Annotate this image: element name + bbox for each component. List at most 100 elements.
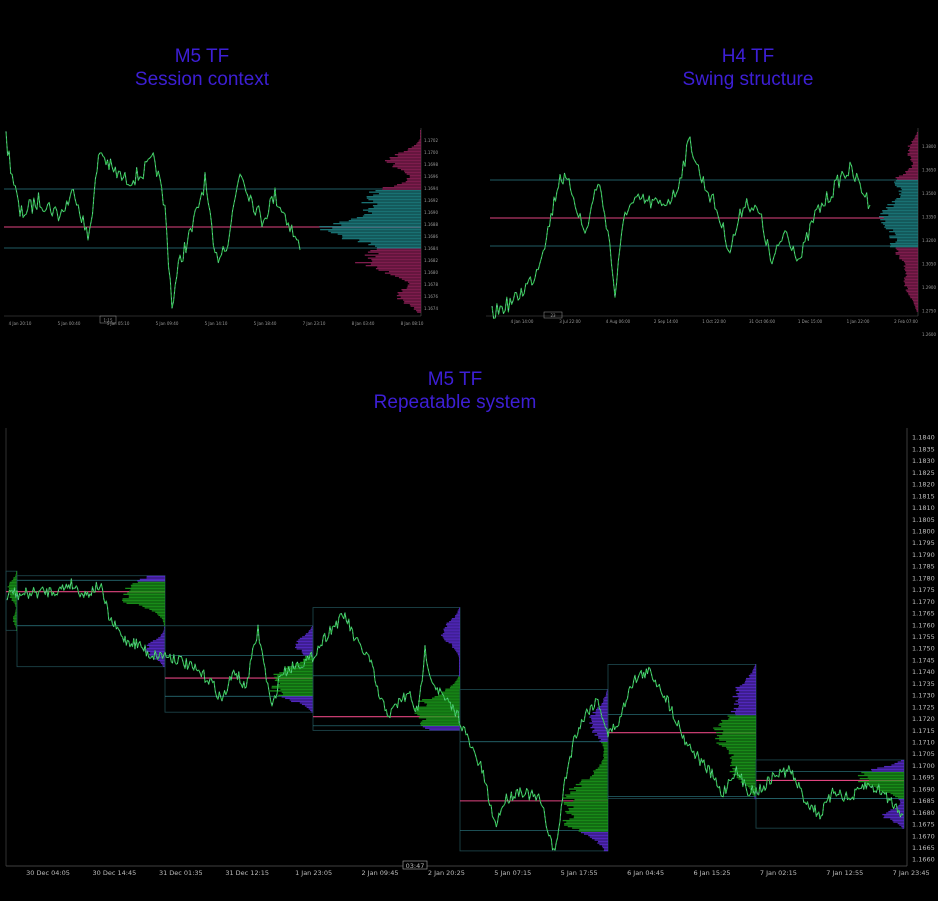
top-right-title-line1: H4 TF	[721, 46, 775, 67]
profile-bar-23	[448, 642, 460, 644]
profile-bar-47	[281, 696, 313, 698]
bottom-y-tick: 1.1815	[912, 492, 935, 500]
profile-bar-53	[449, 687, 460, 689]
profile-bar-64	[426, 703, 460, 705]
profile-bar-104	[601, 845, 608, 847]
profile-bar-33	[12, 620, 17, 622]
profile-bar-14	[907, 153, 918, 155]
profile-bar-21	[732, 695, 756, 698]
profile-bar-51	[726, 740, 756, 743]
profile-bar-15	[122, 598, 165, 600]
profile-bar-20	[880, 789, 904, 792]
profile-bar-31	[279, 672, 313, 674]
profile-bar-65	[893, 229, 918, 231]
profile-bar-13	[295, 645, 313, 647]
profile-bar-44	[366, 196, 421, 198]
profile-bar-14	[128, 596, 165, 599]
profile-bar-31	[896, 806, 904, 808]
profile-bar-97	[904, 277, 918, 279]
profile-bar-103	[407, 284, 421, 286]
profile-bar-32	[163, 623, 165, 626]
profile-bar-28	[284, 667, 313, 670]
profile-bar-118	[414, 307, 421, 309]
profile-bar-118	[916, 309, 918, 311]
profile-bar-3	[308, 630, 313, 632]
profile-bar-23	[302, 660, 313, 662]
profile-bar-73	[895, 241, 918, 243]
profile-bar-37	[884, 815, 904, 817]
tr-price-line	[491, 136, 871, 319]
profile-bar-48	[887, 204, 918, 206]
profile-bar-36	[459, 661, 460, 663]
profile-bar-87	[753, 794, 756, 797]
profile-bar-0	[146, 575, 165, 578]
profile-bar-25	[590, 726, 608, 729]
profile-bar-62	[333, 223, 421, 225]
profile-bar-113	[913, 301, 918, 303]
profile-bar-58	[590, 776, 608, 778]
profile-bar-42	[603, 752, 608, 754]
profile-bar-45	[458, 675, 460, 677]
profile-bar-38	[16, 628, 17, 630]
profile-bar-30	[457, 652, 460, 654]
bottom-y-tick: 1.1745	[912, 656, 935, 664]
profile-bar-77	[374, 245, 421, 247]
profile-bar-38	[279, 682, 313, 685]
profile-bar-36	[397, 184, 421, 186]
top-right-title-line2: Swing structure	[682, 69, 814, 90]
profile-bar-25	[452, 645, 460, 647]
profile-bar-54	[368, 211, 421, 213]
profile-bar-2	[605, 692, 608, 694]
profile-bar-103	[907, 286, 918, 288]
profile-bar-81	[429, 729, 460, 731]
profile-bar-22	[394, 163, 421, 165]
profile-bar-51	[452, 684, 460, 686]
profile-bar-115	[914, 304, 918, 306]
bottom-x-tick: 7 Jan 12:55	[826, 869, 863, 877]
bottom-y-tick: 1.1775	[912, 586, 935, 594]
profile-bar-27	[454, 648, 460, 650]
profile-bar-45	[716, 731, 756, 734]
profile-bar-5	[305, 633, 313, 635]
bottom-x-tick: 5 Jan 17:55	[561, 869, 598, 877]
profile-bar-56	[442, 691, 460, 693]
profile-bar-18	[910, 159, 918, 161]
tl-x-tick: 5 Jan 09:40	[156, 321, 179, 326]
profile-bar-55	[445, 690, 460, 692]
profile-bar-45	[604, 756, 608, 759]
profile-bar-64	[731, 760, 756, 762]
tr-y-tick: 1.3050	[922, 262, 936, 267]
profile-bar-104	[407, 286, 421, 288]
tl-y-tick: 1.1674	[424, 306, 438, 311]
profile-bar-47	[373, 200, 421, 202]
profile-bar-4	[13, 577, 17, 579]
profile-bar-27	[738, 704, 756, 707]
profile-bar-0	[16, 571, 17, 573]
bottom-y-tick: 1.1785	[912, 563, 935, 571]
profile-bar-41	[369, 191, 421, 193]
tr-profile	[879, 132, 918, 312]
profile-bar-9	[416, 143, 421, 145]
profile-bar-14	[595, 710, 608, 712]
profile-bar-81	[895, 253, 918, 255]
profile-bar-119	[916, 310, 918, 312]
profile-bar-15	[398, 152, 421, 154]
profile-bar-38	[162, 632, 165, 635]
profile-bar-78	[573, 806, 608, 808]
profile-bar-30	[284, 670, 313, 673]
profile-bar-7	[911, 142, 918, 144]
profile-bar-40	[718, 724, 756, 726]
profile-bar-3	[753, 668, 756, 671]
profile-bar-42	[378, 193, 421, 195]
profile-bar-3	[15, 575, 17, 577]
profile-bar-35	[459, 660, 460, 662]
profile-bar-102	[904, 285, 918, 287]
profile-bar-53	[595, 768, 608, 771]
profile-bar-62	[579, 782, 608, 784]
profile-bar-4	[420, 136, 421, 138]
tl-x-tick: 5 Jan 14:10	[205, 321, 228, 326]
profile-bar-75	[890, 244, 918, 246]
profile-bar-19	[911, 160, 918, 162]
profile-bar-22	[890, 792, 904, 795]
profile-bar-35	[729, 716, 756, 719]
